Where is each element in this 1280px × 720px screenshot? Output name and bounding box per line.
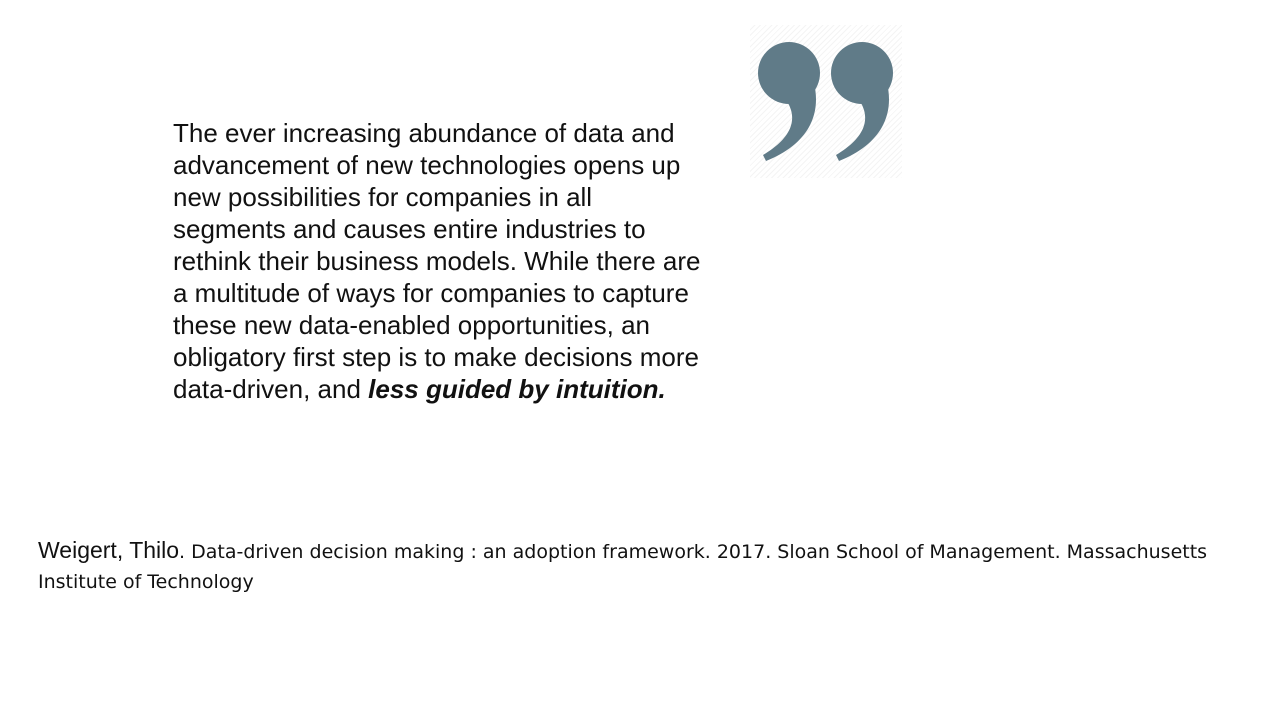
- citation: Weigert, Thilo. Data-driven decision mak…: [38, 536, 1258, 598]
- quote-main-text: The ever increasing abundance of data an…: [173, 118, 701, 404]
- citation-author: Weigert, Thilo: [38, 537, 180, 563]
- citation-reference: . Data-driven decision making : an adopt…: [38, 541, 1208, 593]
- quote-emphasis-text: less guided by intuition.: [368, 374, 666, 404]
- quote-text: The ever increasing abundance of data an…: [173, 117, 703, 405]
- closing-quotation-mark-icon: [750, 25, 902, 178]
